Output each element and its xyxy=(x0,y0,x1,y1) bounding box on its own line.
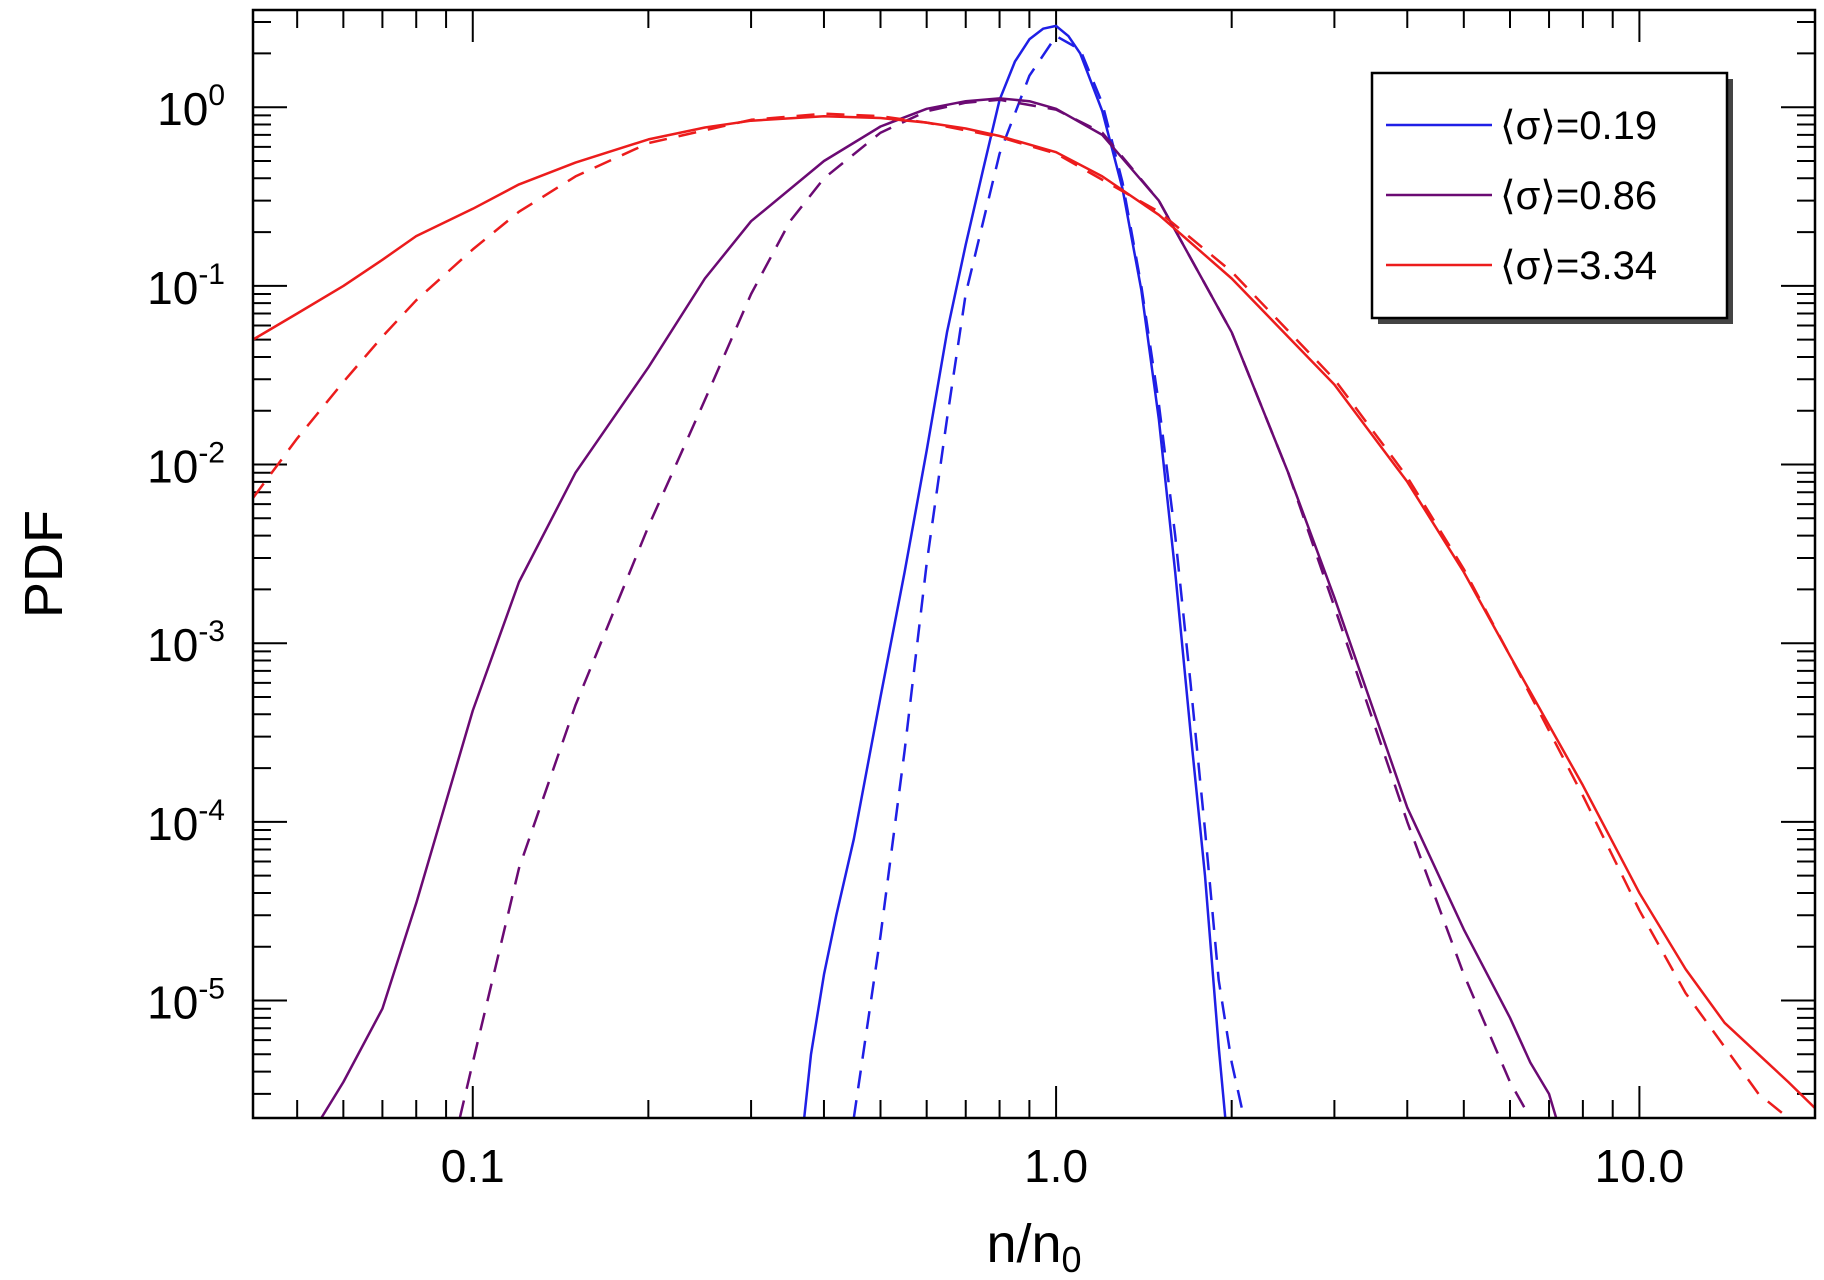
x-axis-title: n/n0 xyxy=(986,1214,1081,1280)
x-tick-label: 10.0 xyxy=(1595,1140,1685,1192)
plot-frame xyxy=(251,8,1817,1120)
plot-lines xyxy=(253,24,1815,1118)
legend-label: ⟨σ⟩=0.86 xyxy=(1500,174,1657,218)
series-line-5 xyxy=(253,114,1815,1110)
tick-labels: 0.1 1.0 10.0 100 10-1 10-2 10-3 10-4 10-5 xyxy=(147,79,1684,1192)
series-line-4 xyxy=(458,98,1532,1118)
axis-ticks xyxy=(253,10,1816,1118)
series-line-3 xyxy=(320,97,1558,1118)
legend-label: ⟨σ⟩=3.34 xyxy=(1500,244,1657,288)
series-line-1 xyxy=(802,24,1227,1118)
y-axis-title: PDF xyxy=(14,510,74,618)
legend: ⟨σ⟩=0.19 ⟨σ⟩=0.86 ⟨σ⟩=3.34 xyxy=(1370,71,1733,324)
x-tick-label: 1.0 xyxy=(1024,1140,1088,1192)
x-tick-label: 0.1 xyxy=(441,1140,505,1192)
y-tick-label: 100 xyxy=(157,79,225,135)
y-tick-label: 10-2 xyxy=(147,437,225,493)
y-tick-label: 10-1 xyxy=(147,258,225,314)
y-tick-label: 10-4 xyxy=(147,794,225,850)
legend-label: ⟨σ⟩=0.19 xyxy=(1500,104,1657,148)
y-tick-label: 10-5 xyxy=(147,973,225,1029)
y-tick-label: 10-3 xyxy=(147,615,225,671)
series-line-2 xyxy=(852,34,1246,1118)
